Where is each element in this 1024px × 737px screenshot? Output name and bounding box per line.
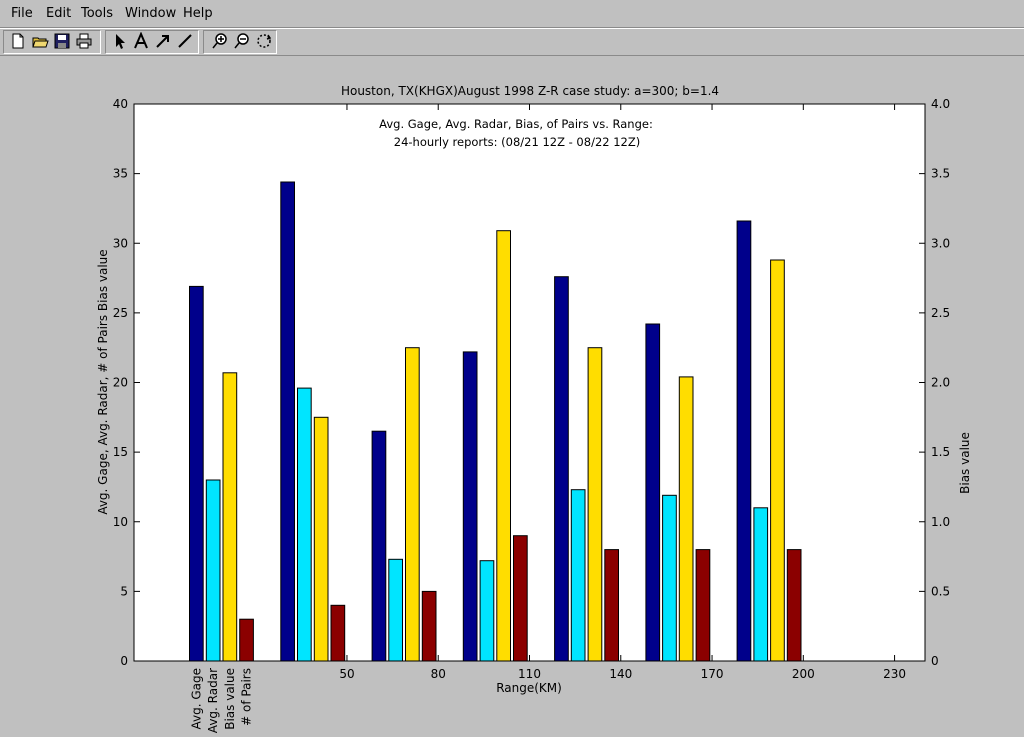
x-tick-label: 80 — [431, 667, 446, 681]
chart-subtitle-line-1: Avg. Gage, Avg. Radar, Bias, of Pairs vs… — [379, 117, 653, 131]
bar-of-pairs-2 — [330, 604, 346, 662]
bar-avg-gage-7 — [736, 220, 752, 662]
y-axis-label-right: Bias value — [958, 432, 972, 494]
bar-of-pairs-3 — [421, 590, 437, 662]
y-tick-left-label: 30 — [113, 236, 128, 250]
y-tick-right-label: 0 — [931, 654, 939, 668]
menu-tools[interactable]: Tools — [81, 6, 114, 21]
file-tools-group — [3, 30, 101, 54]
category-label-bias-value: Bias value — [223, 668, 237, 730]
y-axis-right: 0 0.5 1.0 1.5 2.0 2.5 3.0 3.5 4.0 — [919, 97, 950, 668]
menu-file[interactable]: File — [11, 6, 33, 21]
x-axis: 50 80 110 140 170 200 230 — [339, 104, 906, 681]
category-label-avg-gage: Avg. Gage — [189, 668, 203, 730]
x-tick-label: 140 — [609, 667, 632, 681]
category-label-of-pairs: # of Pairs — [240, 668, 254, 726]
bar-avg-gage-2 — [280, 181, 295, 662]
x-tick-label: 230 — [883, 667, 906, 681]
bar-layer — [189, 181, 802, 662]
bar-of-pairs-1 — [239, 618, 254, 662]
y-tick-right-label: 1.0 — [931, 515, 950, 529]
bar-bias-value-3 — [405, 347, 420, 662]
y-tick-right-label: 2.5 — [931, 306, 950, 320]
menu-help[interactable]: Help — [183, 6, 213, 21]
bar-avg-radar-4 — [479, 560, 495, 662]
bar-avg-radar-5 — [570, 489, 586, 662]
menu-window[interactable]: Window — [125, 6, 177, 21]
y-axis-left: 0 5 10 15 20 25 30 35 40 — [113, 97, 140, 668]
y-tick-right-label: 4.0 — [931, 97, 950, 111]
figure-canvas: Houston, TX(KHGX)August 1998 Z-R case st… — [96, 84, 972, 733]
bar-bias-value-4 — [496, 230, 511, 662]
bar-bias-value-2 — [313, 416, 329, 662]
line-tool-icon[interactable] — [176, 32, 194, 50]
x-tick-label: 110 — [518, 667, 541, 681]
open-folder-icon[interactable] — [31, 32, 49, 50]
y-tick-right-label: 2.0 — [931, 376, 950, 390]
bar-bias-value-5 — [587, 347, 603, 662]
y-tick-left-label: 15 — [113, 445, 128, 459]
bar-avg-gage-1 — [189, 285, 204, 662]
rotate-icon[interactable] — [255, 32, 273, 50]
bar-of-pairs-7 — [786, 549, 802, 662]
select-arrow-icon[interactable] — [111, 32, 129, 50]
zoom-out-icon[interactable] — [233, 32, 251, 50]
bar-avg-gage-3 — [371, 430, 387, 662]
y-tick-right-label: 0.5 — [931, 584, 950, 598]
y-tick-right-label: 3.0 — [931, 236, 950, 250]
y-tick-left-label: 35 — [113, 167, 128, 181]
new-file-icon[interactable] — [9, 32, 27, 50]
bar-bias-value-6 — [678, 376, 694, 662]
y-tick-left-label: 5 — [120, 584, 128, 598]
y-tick-right-label: 1.5 — [931, 445, 950, 459]
edit-tools-group — [105, 30, 199, 54]
x-tick-label: 200 — [792, 667, 815, 681]
bar-avg-radar-2 — [297, 387, 312, 662]
bar-avg-gage-4 — [462, 351, 478, 662]
menu-bar: File Edit Tools Window Help — [0, 0, 1024, 28]
view-tools-group — [203, 30, 277, 54]
x-tick-label: 50 — [339, 667, 354, 681]
y-tick-right-label: 3.5 — [931, 167, 950, 181]
chart-title: Houston, TX(KHGX)August 1998 Z-R case st… — [341, 84, 719, 98]
chart-subtitle-line-2: 24-hourly reports: (08/21 12Z - 08/22 12… — [394, 135, 640, 149]
y-tick-left-label: 0 — [120, 654, 128, 668]
y-tick-left-label: 10 — [113, 515, 128, 529]
bar-avg-gage-5 — [554, 276, 569, 662]
bar-of-pairs-6 — [695, 549, 711, 662]
bar-avg-radar-3 — [388, 558, 403, 662]
bar-of-pairs-5 — [604, 549, 619, 662]
category-labels: Avg. Gage Avg. Radar Bias value # of Pairs — [189, 668, 253, 733]
x-tick-label: 170 — [701, 667, 724, 681]
save-icon[interactable] — [53, 32, 71, 50]
bar-avg-radar-7 — [753, 507, 769, 662]
bar-of-pairs-4 — [513, 535, 528, 662]
print-icon[interactable] — [75, 32, 93, 50]
bar-bias-value-1 — [222, 372, 238, 662]
bar-bias-value-7 — [770, 259, 785, 662]
menu-edit[interactable]: Edit — [46, 6, 72, 21]
y-tick-left-label: 40 — [113, 97, 128, 111]
text-icon[interactable] — [132, 32, 150, 50]
bar-avg-radar-1 — [205, 479, 221, 662]
x-axis-label: Range(KM) — [496, 681, 562, 695]
bar-avg-radar-6 — [662, 494, 677, 662]
y-tick-left-label: 25 — [113, 306, 128, 320]
bar-avg-gage-6 — [645, 323, 661, 662]
toolbar — [0, 28, 1024, 56]
plot-area — [133, 103, 926, 662]
zoom-in-icon[interactable] — [211, 32, 229, 50]
y-tick-left-label: 20 — [113, 376, 128, 390]
y-axis-label-left: Avg. Gage, Avg. Radar, # of Pairs Bias v… — [96, 249, 110, 514]
category-label-avg-radar: Avg. Radar — [206, 668, 220, 733]
arrow-tool-icon[interactable] — [154, 32, 172, 50]
